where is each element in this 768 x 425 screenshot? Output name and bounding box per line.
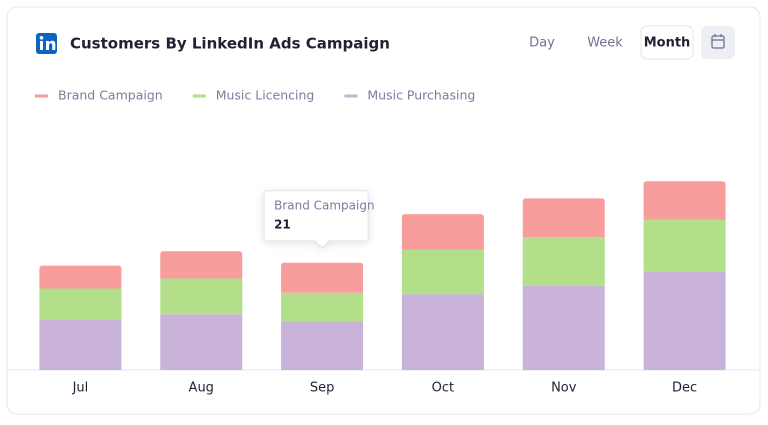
bar-segment[interactable] <box>401 214 484 250</box>
legend-label[interactable]: Music Licencing <box>216 88 315 103</box>
bar-segment[interactable] <box>401 249 484 295</box>
bar-segment[interactable] <box>401 294 484 370</box>
selected-button-bg <box>640 25 694 60</box>
period-button[interactable]: Day <box>529 36 555 51</box>
bar-segment[interactable] <box>39 319 122 370</box>
bar-segment[interactable] <box>643 271 726 370</box>
x-tick-label: Jul <box>72 381 89 396</box>
legend-label[interactable]: Music Purchasing <box>367 88 475 103</box>
legend-label[interactable]: Brand Campaign <box>58 88 163 103</box>
bar-segment[interactable] <box>160 278 243 315</box>
tooltip-value: 21 <box>274 217 291 231</box>
x-tick-label: Dec <box>672 381 697 396</box>
bar-segment[interactable] <box>39 288 122 320</box>
bar-segment[interactable] <box>281 262 364 293</box>
bar-segment[interactable] <box>522 237 605 286</box>
bar-segment[interactable] <box>281 292 364 322</box>
bar-segment[interactable] <box>643 219 726 272</box>
period-button[interactable]: Week <box>587 36 623 51</box>
bar-segment[interactable] <box>160 251 243 279</box>
x-tick-label: Sep <box>310 381 335 396</box>
bar-segment[interactable] <box>522 285 605 370</box>
bar-segment[interactable] <box>39 265 122 289</box>
x-tick-label: Oct <box>432 381 454 396</box>
chart-title: Customers By LinkedIn Ads Campaign <box>70 35 390 53</box>
bar-segment[interactable] <box>643 181 726 220</box>
tooltip-box <box>263 190 369 249</box>
linkedin-logo <box>36 33 57 54</box>
x-tick-label: Nov <box>551 381 577 396</box>
bar-segment[interactable] <box>522 198 605 238</box>
calendar-button[interactable] <box>701 26 735 59</box>
bar-segment[interactable] <box>160 314 243 370</box>
tooltip-series: Brand Campaign <box>274 198 375 212</box>
bar-segment[interactable] <box>281 321 364 370</box>
period-button[interactable]: Month <box>644 36 691 51</box>
x-tick-label: Aug <box>189 381 214 396</box>
